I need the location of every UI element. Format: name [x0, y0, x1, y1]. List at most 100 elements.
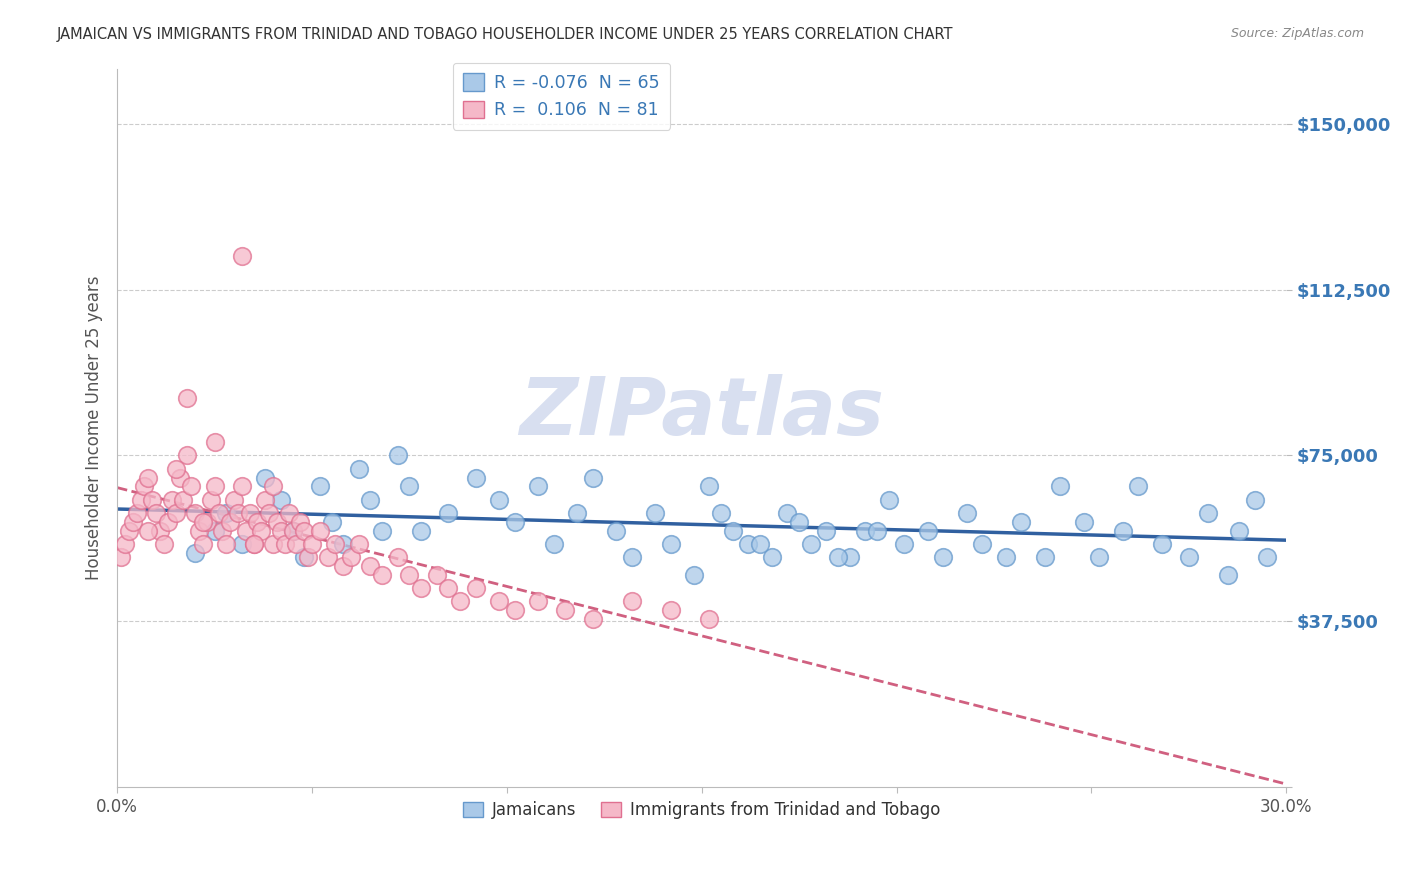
Point: [877, 492, 900, 507]
Point: [270, 524, 292, 538]
Point: [893, 537, 915, 551]
Point: [169, 470, 191, 484]
Point: [659, 537, 682, 551]
Point: [761, 550, 783, 565]
Point: [800, 537, 823, 551]
Point: [411, 524, 433, 538]
Point: [246, 515, 269, 529]
Point: [527, 594, 550, 608]
Point: [277, 506, 299, 520]
Point: [153, 537, 176, 551]
Point: [290, 515, 312, 529]
Point: [398, 567, 420, 582]
Point: [683, 567, 706, 582]
Point: [699, 612, 721, 626]
Point: [145, 506, 167, 520]
Point: [721, 524, 744, 538]
Point: [815, 524, 838, 538]
Point: [1216, 567, 1239, 582]
Point: [308, 524, 330, 538]
Point: [749, 537, 772, 551]
Point: [204, 435, 226, 450]
Point: [347, 462, 370, 476]
Point: [659, 603, 682, 617]
Point: [204, 479, 226, 493]
Point: [827, 550, 849, 565]
Point: [605, 524, 627, 538]
Point: [503, 515, 526, 529]
Point: [1088, 550, 1111, 565]
Point: [160, 492, 183, 507]
Point: [184, 506, 207, 520]
Point: [231, 250, 253, 264]
Point: [488, 594, 510, 608]
Point: [254, 470, 277, 484]
Point: [110, 550, 132, 565]
Point: [488, 492, 510, 507]
Point: [866, 524, 889, 538]
Point: [118, 524, 141, 538]
Point: [308, 479, 330, 493]
Point: [285, 537, 308, 551]
Point: [262, 479, 284, 493]
Point: [129, 492, 152, 507]
Point: [141, 492, 163, 507]
Point: [972, 537, 994, 551]
Point: [437, 581, 460, 595]
Text: ZIPatlas: ZIPatlas: [519, 375, 884, 452]
Point: [292, 550, 315, 565]
Point: [917, 524, 939, 538]
Point: [231, 479, 253, 493]
Point: [387, 449, 409, 463]
Point: [165, 506, 187, 520]
Point: [226, 506, 249, 520]
Y-axis label: Householder Income Under 25 years: Householder Income Under 25 years: [86, 276, 103, 580]
Point: [321, 515, 343, 529]
Point: [219, 515, 242, 529]
Point: [554, 603, 576, 617]
Point: [699, 479, 721, 493]
Point: [215, 537, 238, 551]
Point: [426, 567, 449, 582]
Point: [853, 524, 876, 538]
Point: [176, 449, 198, 463]
Point: [644, 506, 666, 520]
Point: [250, 524, 273, 538]
Point: [449, 594, 471, 608]
Point: [292, 524, 315, 538]
Point: [180, 479, 202, 493]
Point: [222, 492, 245, 507]
Point: [1111, 524, 1133, 538]
Point: [776, 506, 799, 520]
Point: [1256, 550, 1278, 565]
Point: [176, 391, 198, 405]
Point: [1178, 550, 1201, 565]
Point: [503, 603, 526, 617]
Point: [297, 550, 319, 565]
Point: [464, 581, 486, 595]
Point: [270, 492, 292, 507]
Point: [172, 492, 194, 507]
Point: [188, 524, 211, 538]
Point: [301, 537, 323, 551]
Point: [200, 492, 222, 507]
Point: [581, 470, 603, 484]
Point: [1073, 515, 1095, 529]
Point: [1244, 492, 1267, 507]
Point: [359, 492, 381, 507]
Point: [281, 524, 304, 538]
Point: [1150, 537, 1173, 551]
Point: [274, 537, 297, 551]
Point: [543, 537, 565, 551]
Point: [191, 515, 214, 529]
Point: [254, 492, 277, 507]
Point: [242, 537, 264, 551]
Point: [149, 524, 172, 538]
Legend: Jamaicans, Immigrants from Trinidad and Tobago: Jamaicans, Immigrants from Trinidad and …: [457, 794, 946, 826]
Point: [215, 506, 238, 520]
Point: [211, 524, 233, 538]
Point: [1010, 515, 1032, 529]
Text: Source: ZipAtlas.com: Source: ZipAtlas.com: [1230, 27, 1364, 40]
Point: [371, 524, 394, 538]
Point: [114, 537, 136, 551]
